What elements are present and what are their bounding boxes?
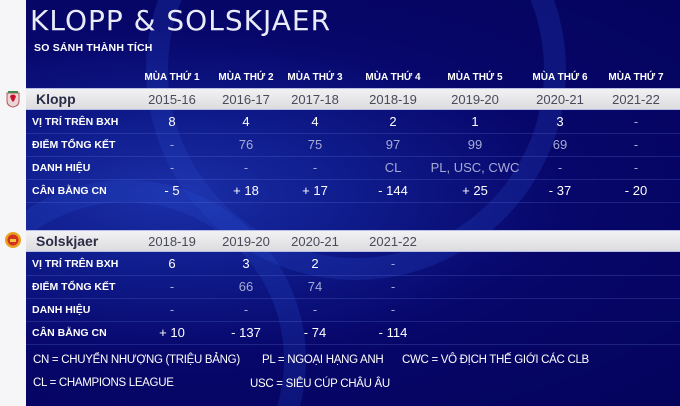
stat-value: 1 (471, 114, 479, 129)
season-header: MÙA THỨ 7 (608, 72, 664, 83)
solskjaer-header-bar: Solskjaer 2018-19 2019-20 2020-21 2021-2… (26, 230, 680, 252)
stat-value: + 17 (302, 183, 328, 198)
solskjaer-transfer-row: CÂN BẰNG CN + 10 - 137 - 74 - 114 (26, 322, 680, 345)
stat-value: - (169, 279, 175, 294)
stat-value: 75 (307, 137, 323, 152)
season-year: 2020-21 (536, 92, 584, 107)
stat-value: CL (384, 160, 402, 175)
stat-value: 2 (389, 114, 397, 129)
stat-value: - (633, 114, 639, 129)
stat-value: + 10 (159, 325, 185, 340)
stat-value: - (169, 302, 175, 317)
row-label: DANH HIỆU (32, 162, 91, 174)
stat-value: - 137 (231, 325, 261, 340)
klopp-header-bar: Klopp 2015-16 2016-17 2017-18 2018-19 20… (26, 88, 680, 110)
logo-strip (0, 0, 26, 406)
stat-value: 69 (552, 137, 568, 152)
season-header: MÙA THỨ 3 (287, 72, 343, 83)
stat-value: - 20 (624, 183, 648, 198)
season-year: 2018-19 (369, 92, 417, 107)
klopp-position-row: VỊ TRÍ TRÊN BXH 8 4 4 2 1 3 - (26, 111, 680, 134)
row-label: CÂN BẰNG CN (32, 327, 107, 339)
klopp-transfer-row: CÂN BẰNG CN - 5 + 18 + 17 - 144 + 25 - 3… (26, 180, 680, 203)
stat-value: 6 (168, 256, 176, 271)
season-year: 2021-22 (612, 92, 660, 107)
stat-value: 97 (385, 137, 401, 152)
stat-value: 3 (556, 114, 564, 129)
stat-value: + 18 (233, 183, 259, 198)
page-subtitle: SO SÁNH THÀNH TÍCH (34, 42, 153, 54)
stat-value: - 5 (164, 183, 180, 198)
solskjaer-points-row: ĐIỂM TỔNG KẾT - 66 74 - (26, 276, 680, 299)
stat-value: - (312, 160, 318, 175)
row-label: ĐIỂM TỔNG KẾT (32, 139, 116, 151)
stat-value: - (243, 302, 249, 317)
row-label: DANH HIỆU (32, 304, 91, 316)
season-year: 2021-22 (369, 234, 417, 249)
stat-value: - (169, 160, 175, 175)
stat-value: - (390, 256, 396, 271)
stat-value: 3 (242, 256, 250, 271)
row-label: VỊ TRÍ TRÊN BXH (32, 116, 119, 128)
stat-value: 99 (467, 137, 483, 152)
stat-value: 2 (311, 256, 319, 271)
season-year: 2019-20 (222, 234, 270, 249)
season-header: MÙA THỨ 1 (144, 72, 200, 83)
stat-value: - (169, 137, 175, 152)
stat-value: 76 (238, 137, 254, 152)
stat-value: PL, USC, CWC (430, 160, 520, 175)
coach-name: Klopp (36, 91, 76, 107)
solskjaer-position-row: VỊ TRÍ TRÊN BXH 6 3 2 - (26, 253, 680, 276)
season-header: MÙA THỨ 2 (218, 72, 274, 83)
season-year: 2016-17 (222, 92, 270, 107)
row-label: VỊ TRÍ TRÊN BXH (32, 258, 119, 270)
season-year: 2015-16 (148, 92, 196, 107)
stat-value: - (557, 160, 563, 175)
legend-pl: PL = NGOẠI HẠNG ANH (262, 354, 384, 366)
row-label: CÂN BẰNG CN (32, 185, 107, 197)
season-year: 2017-18 (291, 92, 339, 107)
season-year: 2018-19 (148, 234, 196, 249)
season-header: MÙA THỨ 4 (365, 72, 421, 83)
stat-value: 4 (311, 114, 319, 129)
coach-name: Solskjaer (36, 233, 99, 249)
season-year: 2019-20 (451, 92, 499, 107)
stat-value: - 37 (548, 183, 572, 198)
season-header: MÙA THỨ 6 (532, 72, 588, 83)
season-year: 2020-21 (291, 234, 339, 249)
legend-usc: USC = SIÊU CÚP CHÂU ÂU (250, 378, 390, 390)
stat-value: - (390, 302, 396, 317)
stat-value: 4 (242, 114, 250, 129)
liverpool-crest-icon (6, 91, 20, 108)
stat-value: 8 (168, 114, 176, 129)
stat-value: 66 (238, 279, 254, 294)
stat-value: - (312, 302, 318, 317)
stat-value: 74 (307, 279, 323, 294)
stat-value: - (633, 137, 639, 152)
stat-value: + 25 (462, 183, 488, 198)
legend-cl: CL = CHAMPIONS LEAGUE (33, 377, 174, 389)
stat-value: - 144 (378, 183, 408, 198)
legend-cn: CN = CHUYỂN NHƯỢNG (TRIỆU BẢNG) (33, 354, 240, 366)
stat-value: - (243, 160, 249, 175)
klopp-titles-row: DANH HIỆU - - - CL PL, USC, CWC - - (26, 157, 680, 180)
page-title: KLOPP & SOLSKJAER (30, 4, 332, 37)
season-header: MÙA THỨ 5 (447, 72, 503, 83)
season-headers: MÙA THỨ 1 MÙA THỨ 2 MÙA THỨ 3 MÙA THỨ 4 … (0, 72, 680, 86)
stat-value: - (633, 160, 639, 175)
stat-value: - 74 (303, 325, 327, 340)
stat-value: - (390, 279, 396, 294)
row-label: ĐIỂM TỔNG KẾT (32, 281, 116, 293)
man-utd-crest-icon (5, 232, 21, 248)
legend-cwc: CWC = VÔ ĐỊCH THẾ GIỚI CÁC CLB (402, 354, 589, 366)
solskjaer-titles-row: DANH HIỆU - - - - (26, 299, 680, 322)
klopp-points-row: ĐIỂM TỔNG KẾT - 76 75 97 99 69 - (26, 134, 680, 157)
comparison-panel (26, 0, 680, 406)
stat-value: - 114 (378, 325, 408, 340)
